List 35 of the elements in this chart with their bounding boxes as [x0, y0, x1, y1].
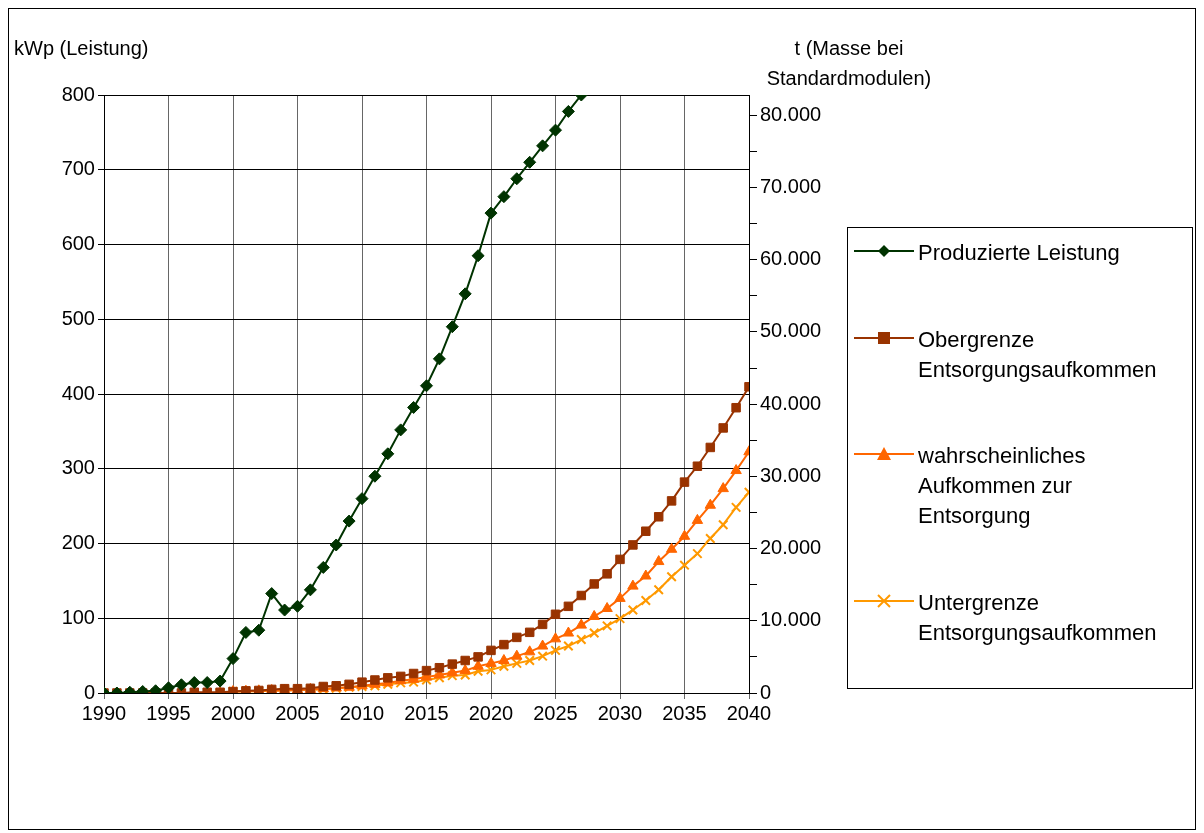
y2-tick-label: 20.000	[760, 536, 822, 559]
y2-tick-label: 50.000	[760, 319, 822, 342]
y2-tick-label: 30.000	[760, 463, 822, 486]
y2-tick-label: 60.000	[760, 247, 822, 270]
y-tick-label: 100	[61, 605, 95, 628]
x-tick-label: 2035	[662, 701, 707, 724]
y2-tick-label: 10.000	[760, 608, 822, 631]
x-tick-label: 2025	[533, 701, 578, 724]
y2-axis-title: t (Masse bei Standardmodulen)	[766, 37, 932, 89]
y-tick-label: 500	[61, 306, 95, 329]
y-tick-label: 800	[61, 82, 95, 105]
legend-label: Untergrenze Entsorgungsaufkommen	[918, 588, 1158, 647]
y-tick-label: 600	[61, 232, 95, 255]
y-axis-title: kWp (Leistung)	[14, 37, 149, 59]
x-tick-label: 2005	[275, 701, 320, 724]
legend-label: Produzierte Leistung	[918, 239, 1120, 267]
x-tick-label: 1990	[81, 701, 127, 724]
y2-tick-label: 0	[760, 680, 772, 703]
y-tick-label: 0	[83, 680, 95, 703]
legend-label: Obergrenze Entsorgungsaufkommen	[918, 325, 1158, 384]
y2-tick-label: 70.000	[760, 174, 822, 197]
y-tick-label: 700	[61, 157, 95, 180]
x-tick-label: 2020	[468, 701, 514, 724]
y-tick-label: 300	[61, 456, 95, 479]
x-tick-label: 2000	[210, 701, 256, 724]
y-tick-label: 200	[61, 531, 95, 554]
x-tick-label: 2040	[726, 701, 772, 724]
y-tick-label: 400	[61, 381, 95, 404]
y2-tick-label: 80.000	[760, 102, 822, 125]
y2-tick-label: 40.000	[760, 391, 822, 414]
x-tick-label: 2010	[339, 701, 385, 724]
x-tick-label: 1995	[146, 701, 191, 724]
x-tick-label: 2015	[404, 701, 449, 724]
legend-label: wahrscheinliches Aufkommen zur Entsorgung	[918, 442, 1087, 531]
x-tick-label: 2030	[597, 701, 643, 724]
